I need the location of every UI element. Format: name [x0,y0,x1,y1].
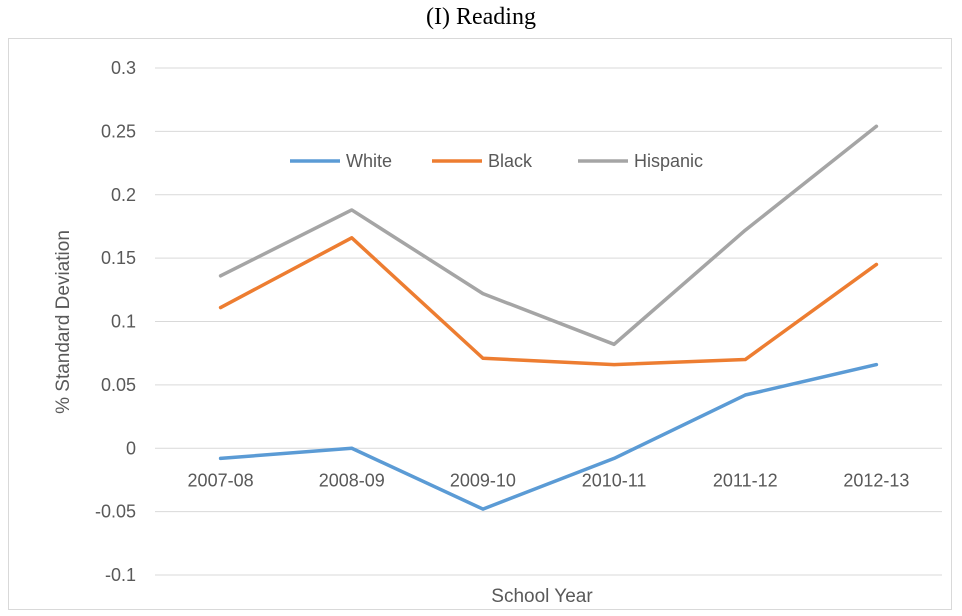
y-tick-label: 0.2 [111,185,136,205]
data-point-black [612,363,616,367]
legend-label-hispanic: Hispanic [634,151,703,171]
y-tick-label: 0.25 [101,121,136,141]
series-lines [218,124,879,511]
series-line-black [218,236,879,367]
data-point-white [481,507,485,511]
x-tick-label: 2011-12 [713,470,778,490]
data-point-black [219,306,223,310]
legend-label-white: White [346,151,392,171]
series-line-white [218,362,879,511]
data-point-hispanic [481,292,485,296]
x-axis-ticks: 2007-08 2008-09 2009-10 2010-11 2011-12 2012-… [188,470,910,490]
series-line-hispanic [218,124,879,347]
y-axis-ticks: 0.3 0.25 0.2 0.15 0.1 0.05 0 -0.05 -0.1 [95,58,136,585]
data-point-black [350,236,354,240]
y-tick-label: -0.1 [105,565,136,585]
y-tick-label: 0.05 [101,375,136,395]
y-tick-label: 0 [126,438,136,458]
data-point-white [219,456,223,460]
x-tick-label: 2007-08 [188,470,254,490]
data-point-white [350,446,354,450]
y-tick-label: 0.3 [111,58,136,78]
data-point-black [874,262,878,266]
chart-title: (I) Reading [426,4,536,30]
gridlines [155,67,942,576]
y-tick-label: -0.05 [95,502,136,522]
data-point-black [481,356,485,360]
x-tick-label: 2012-13 [843,470,909,490]
data-point-black [743,358,747,362]
data-point-hispanic [874,124,878,128]
data-point-white [743,393,747,397]
y-axis-title: % Standard Deviation [53,230,74,414]
chart-frame [8,38,952,610]
x-tick-label: 2009-10 [450,470,516,490]
data-point-white [874,363,878,367]
data-point-hispanic [350,208,354,212]
data-point-hispanic [612,342,616,346]
data-point-hispanic [743,228,747,232]
y-tick-label: 0.1 [111,312,136,332]
x-axis-title: School Year [491,586,593,607]
x-tick-label: 2008-09 [319,470,385,490]
legend-label-black: Black [488,151,533,171]
data-point-hispanic [219,274,223,278]
y-tick-label: 0.15 [101,248,136,268]
data-point-white [612,456,616,460]
legend: White Black Hispanic [290,151,703,171]
x-tick-label: 2010-11 [582,470,647,490]
